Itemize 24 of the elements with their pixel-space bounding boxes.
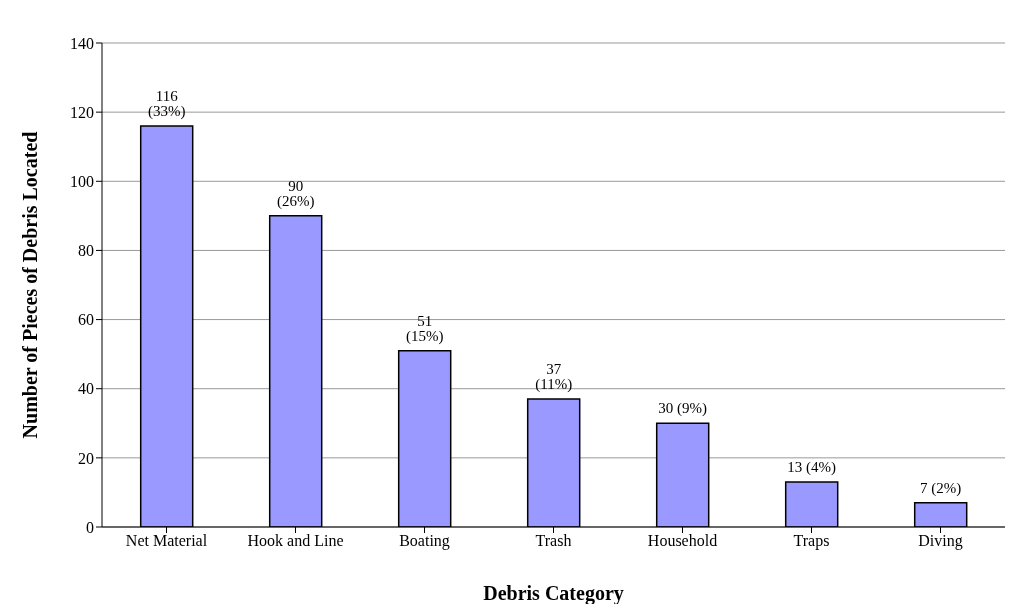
data-label: 90 (26%) (276, 177, 315, 210)
x-tick-label: Trash (535, 532, 572, 550)
x-tick-label: Net Material (125, 532, 208, 550)
y-tick-label: 100 (70, 172, 94, 190)
x-tick-label: Boating (399, 532, 450, 551)
y-tick-label: 80 (78, 242, 94, 260)
y-tick-label: 40 (78, 380, 94, 398)
data-label: 116 (33%) (147, 87, 186, 120)
y-tick-label: 20 (78, 449, 94, 467)
x-tick-label: Traps (793, 532, 830, 551)
data-label: 51 (15%) (405, 312, 444, 345)
y-tick-label: 60 (78, 311, 94, 329)
data-label: 30 (9%) (658, 400, 708, 418)
y-axis-title: Number of Pieces of Debris Located (19, 131, 42, 439)
y-tick-label: 0 (86, 518, 94, 536)
data-label: 37 (11%) (535, 361, 573, 394)
y-tick-label: 120 (70, 103, 94, 121)
data-label: 7 (2%) (920, 479, 962, 497)
data-label: 13 (4%) (787, 459, 837, 477)
x-tick-label: Diving (918, 532, 963, 551)
y-tick-label: 140 (70, 34, 94, 52)
x-tick-label: Hook and Line (247, 532, 344, 550)
x-axis-title: Debris Category (483, 582, 624, 604)
x-tick-label: Household (647, 532, 718, 550)
